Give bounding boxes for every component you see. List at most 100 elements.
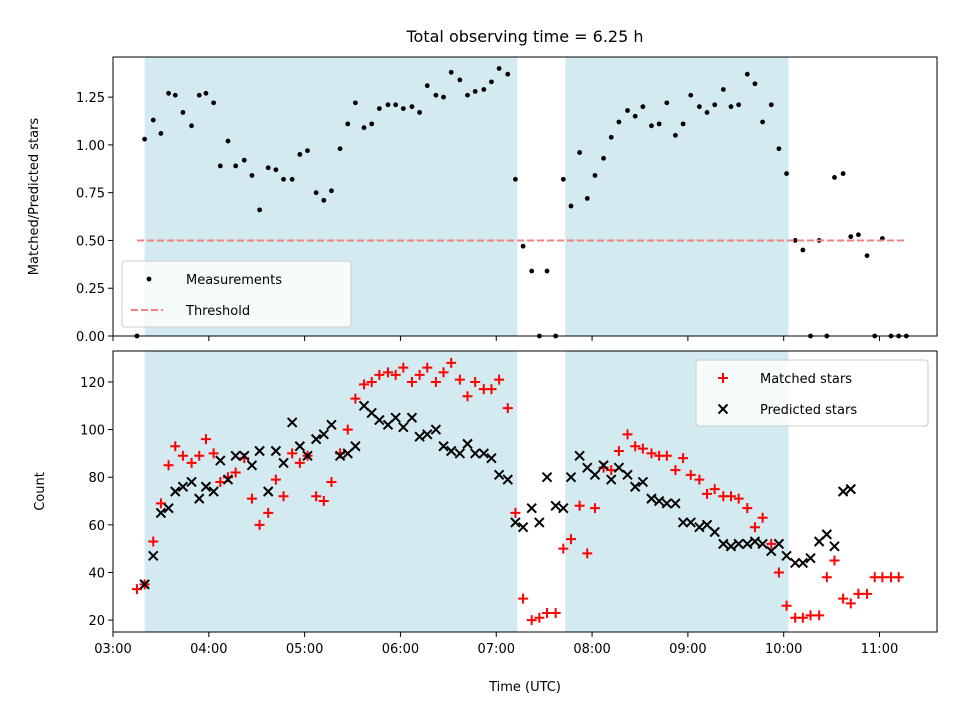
predicted-star-point [829,541,840,552]
matched-star-point [678,453,689,464]
measurement-point [800,247,806,253]
bottom-legend: Matched stars Predicted stars [695,359,929,427]
predicted-star-point [302,450,313,461]
x-axis-label: Time (UTC) [488,680,561,695]
matched-star-point [589,503,600,514]
predicted-star-point [541,472,553,483]
predicted-star-point [263,486,274,497]
predicted-star-point [606,474,617,485]
matched-star-point [438,367,449,378]
matched-star-point [186,457,197,468]
predicted-star-point [486,452,497,464]
legend-plus-swatch [718,373,728,383]
predicted-star-point [278,457,289,469]
matched-star-point [821,572,832,583]
chart-title: Total observing time = 6.25 h [405,27,643,46]
predicted-star-point [200,481,212,492]
measurement-point [457,77,463,83]
measurement-point [281,176,286,182]
matched-star-point [526,615,537,626]
measurement-point [577,150,583,155]
bottom-y-tick-label: 100 [80,424,105,439]
matched-star-point [518,593,529,604]
x-tick-label: 10:00 [765,642,802,657]
predicted-star-point [677,517,689,528]
predicted-star-point [821,529,833,540]
predicted-star-point [613,462,625,473]
measurement-point [513,176,518,182]
legend-box [695,359,929,427]
predicted-star-point [350,441,361,452]
matched-star-point [829,555,840,566]
measurement-point [203,90,209,96]
measurement-point [625,108,630,113]
measurement-point [736,102,742,108]
measurement-point [592,173,598,178]
matched-star-point [131,584,142,595]
predicted-star-point [797,557,809,569]
measurement-point [688,92,694,98]
matched-star-point [685,469,696,480]
matched-star-point [462,391,473,402]
predicted-star-point [239,450,250,461]
x-tick-label: 04:00 [190,642,227,657]
measurement-point [166,90,171,96]
measurement-point [305,148,310,154]
measurement-point [568,203,574,209]
measurement-point [792,238,798,243]
measurement-point [393,102,399,108]
measurement-point [385,102,391,108]
predicted-star-point [550,500,561,511]
predicted-star-point [438,441,449,452]
matched-star-point [742,503,753,514]
measurement-point [840,171,846,176]
matched-star-point [208,448,219,459]
predicted-star-point [186,476,197,488]
matched-star-point [350,393,361,404]
matched-star-point [565,534,576,545]
measurement-point [608,134,614,140]
predicted-star-point [294,441,306,452]
matched-star-point [446,357,457,368]
top-y-tick-label: 1.00 [76,139,105,154]
matched-star-point [494,374,505,385]
predicted-star-point [565,472,577,483]
bottom-panel: 03:00 04:00 05:00 06:00 07:00 08:00 09:00 10:00… [33,350,938,657]
measurement-point [864,253,870,259]
predicted-star-point [534,517,545,528]
predicted-star-point [637,476,649,488]
measurement-point [217,163,223,169]
matched-star-point [170,441,181,452]
predicted-star-point [718,538,729,550]
measurement-point [433,92,439,98]
top-axes-frame [112,56,938,337]
predicted-star-point [670,498,681,509]
measurement-point [345,121,351,127]
predicted-star-point [589,469,601,481]
measurement-point [760,119,766,125]
matched-star-point [366,376,377,387]
matched-star-point [294,457,305,468]
measurement-point [142,136,148,142]
measurement-point [369,121,375,127]
predicted-star-point [139,579,150,590]
bottom-series-predicted-stars [139,400,856,590]
legend-box [121,260,352,328]
matched-star-point [246,493,257,504]
predicted-star-point [462,438,473,450]
measurement-point [712,102,718,108]
predicted-star-point [177,481,189,492]
predicted-star-point [254,445,265,457]
measurement-point [752,81,758,87]
legend-label: Predicted stars [760,403,857,418]
matched-star-point [422,362,433,373]
legend-dot-swatch [146,276,152,282]
matched-star-point [814,610,825,621]
matched-star-point [254,519,265,530]
measurement-point [158,131,164,136]
measurement-point [649,123,654,129]
predicted-star-point [526,502,537,514]
predicted-star-point [781,550,792,562]
matched-star-point [414,369,425,380]
matched-star-point [773,567,784,578]
